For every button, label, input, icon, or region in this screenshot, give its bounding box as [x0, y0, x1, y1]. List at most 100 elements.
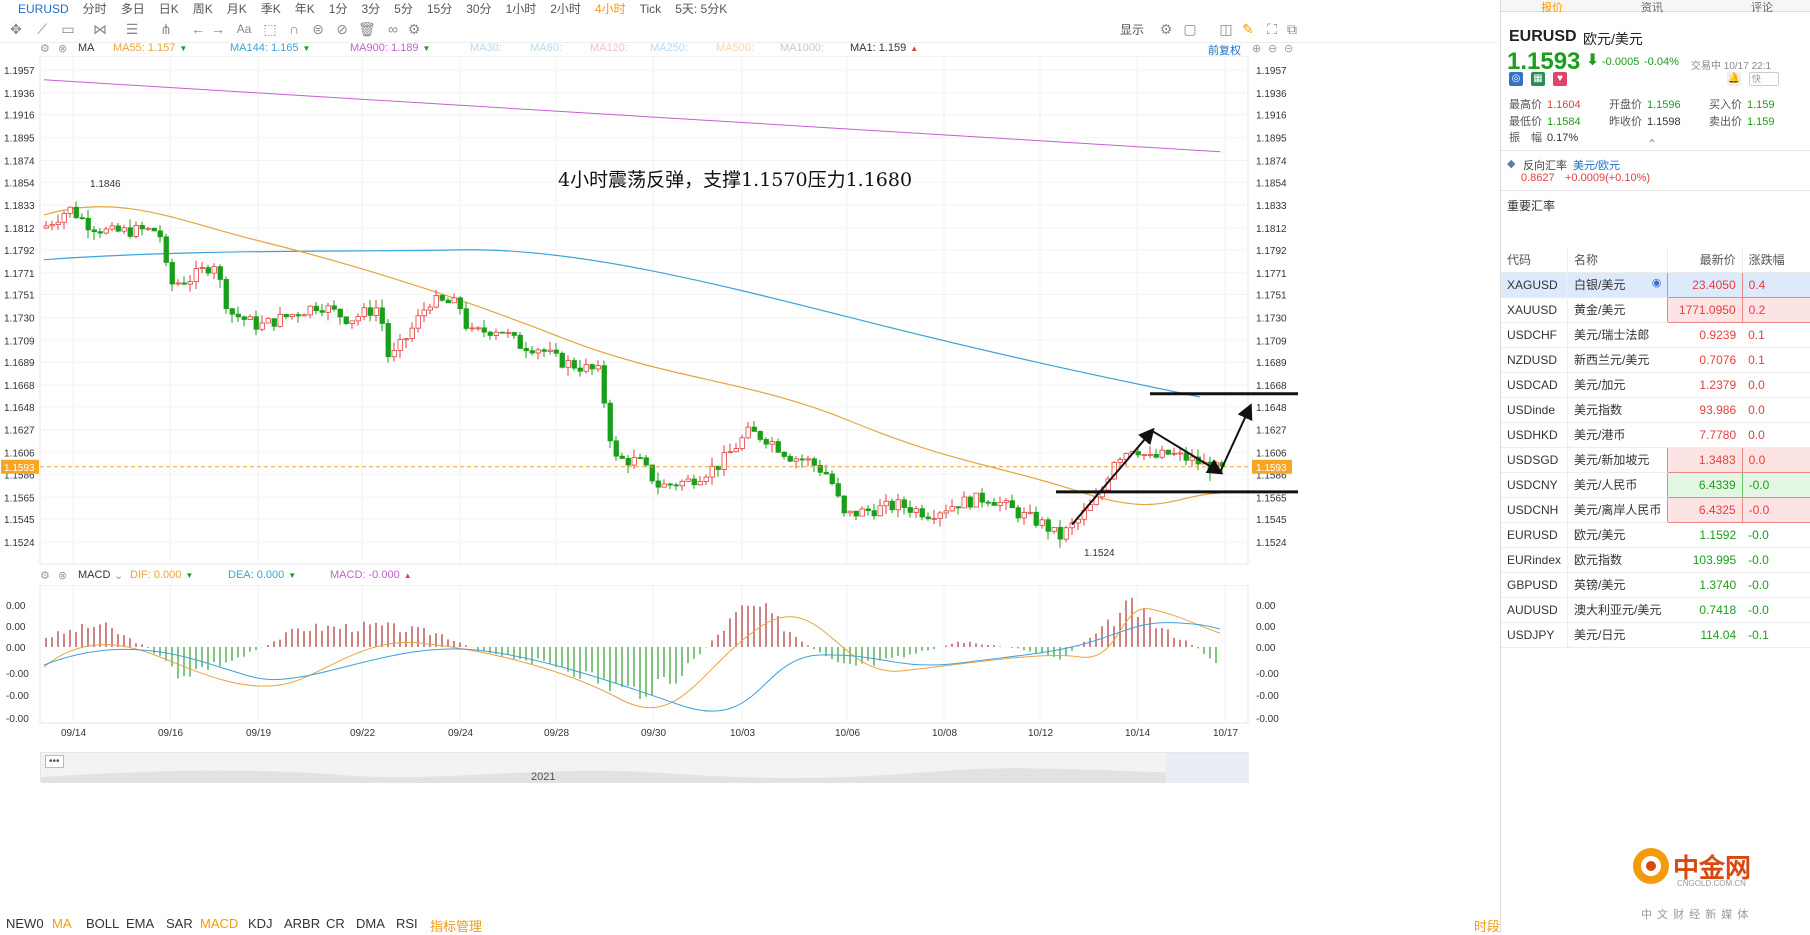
- pencil-icon[interactable]: ✎: [1242, 21, 1254, 37]
- table-row[interactable]: NZDUSD 新西兰元/美元 0.7076 0.1: [1501, 347, 1810, 373]
- indicator-tab-10[interactable]: RSI: [396, 916, 418, 931]
- settings-icon[interactable]: ⚙: [40, 570, 50, 582]
- header-change[interactable]: 涨跌幅: [1741, 248, 1810, 273]
- arrow-left-icon[interactable]: ←: [191, 21, 205, 37]
- indicator-tab-8[interactable]: CR: [326, 916, 345, 931]
- period-10[interactable]: 5分: [394, 2, 413, 14]
- tab-news[interactable]: 资讯: [1641, 2, 1663, 14]
- camera-icon[interactable]: ◫: [1219, 21, 1233, 37]
- text-icon[interactable]: Aa: [236, 22, 252, 36]
- trend-line-icon[interactable]: ⟋: [37, 21, 47, 37]
- indicator-tab-9[interactable]: DMA: [356, 916, 385, 931]
- header-code[interactable]: 代码: [1501, 248, 1568, 273]
- table-row[interactable]: XAGUSD 白银/美元 ◉ 23.4050 0.4: [1501, 271, 1810, 298]
- period-11[interactable]: 15分: [426, 2, 453, 14]
- zoom-out-icon[interactable]: ⊖: [1268, 43, 1278, 55]
- settings-icon[interactable]: ⚙: [40, 43, 50, 55]
- period-13[interactable]: 1小时: [505, 2, 537, 14]
- table-row[interactable]: XAUUSD 黄金/美元 1771.0950 0.2: [1501, 296, 1810, 323]
- collapse-chevron-icon[interactable]: ⌃: [1647, 137, 1658, 151]
- period-15[interactable]: 4小时: [594, 2, 626, 14]
- table-row[interactable]: EURindex 欧元指数 103.995 -0.0: [1501, 547, 1810, 573]
- adjust-link[interactable]: 前复权: [1208, 45, 1241, 57]
- chart-icon[interactable]: ▦: [1531, 72, 1545, 86]
- time-navigator[interactable]: ••• 2021: [40, 752, 1249, 783]
- period-6[interactable]: 季K: [260, 2, 281, 14]
- target-icon[interactable]: ◉: [1651, 277, 1662, 289]
- ma-value-8[interactable]: MA1000:: [780, 42, 824, 54]
- chevron-down-icon[interactable]: ⌄: [114, 570, 124, 582]
- session-button[interactable]: 时段: [1474, 919, 1501, 934]
- period-12[interactable]: 30分: [466, 2, 492, 14]
- indicator-tab-2[interactable]: BOLL: [86, 916, 120, 931]
- quick-trade-button[interactable]: 快: [1749, 72, 1779, 86]
- indicator-tab-5[interactable]: MACD: [200, 916, 239, 931]
- indicator-tab-3[interactable]: EMA: [126, 916, 155, 931]
- tab-comments[interactable]: 评论: [1751, 2, 1773, 14]
- indicator-tab-4[interactable]: SAR: [166, 916, 193, 931]
- macd-chart[interactable]: 0.00 0.00 0.00 0.00 0.00 0.00 -0.00 -0.00 -0.00 -…: [0, 585, 1298, 725]
- ma-value-1[interactable]: MA144: 1.165 ▼: [230, 42, 310, 54]
- lock-icon[interactable]: ⊜: [312, 21, 324, 37]
- period-0[interactable]: EURUSD: [18, 2, 69, 14]
- hide-icon[interactable]: ⊘: [336, 21, 348, 37]
- table-row[interactable]: USDCAD 美元/加元 1.2379 0.0: [1501, 372, 1810, 398]
- globe-icon[interactable]: ◎: [1509, 72, 1523, 86]
- close-icon[interactable]: ⊗: [58, 43, 68, 55]
- tab-quote[interactable]: 报价: [1541, 2, 1563, 14]
- popout-icon[interactable]: ⧉: [1287, 21, 1297, 37]
- period-3[interactable]: 日K: [158, 2, 179, 14]
- fib-icon[interactable]: ☰: [125, 21, 139, 37]
- magnet-icon[interactable]: ∩: [288, 21, 300, 37]
- more-icon[interactable]: •••: [45, 755, 64, 768]
- price-label-icon[interactable]: ⬚: [263, 21, 277, 37]
- table-row[interactable]: GBPUSD 英镑/美元 1.3740 -0.0: [1501, 572, 1810, 598]
- layout-icon[interactable]: ▢: [1183, 21, 1197, 37]
- table-row[interactable]: USDJPY 美元/日元 114.04 -0.1: [1501, 622, 1810, 648]
- pattern-icon[interactable]: ⋈: [93, 21, 107, 37]
- table-row[interactable]: USDCHF 美元/瑞士法郎 0.9239 0.1: [1501, 322, 1810, 348]
- indicator-tab-6[interactable]: KDJ: [248, 916, 273, 931]
- close-icon[interactable]: ⊗: [58, 570, 68, 582]
- table-row[interactable]: AUDUSD 澳大利亚元/美元 0.7418 -0.0: [1501, 597, 1810, 623]
- ma-value-2[interactable]: MA900: 1.189 ▼: [350, 42, 430, 54]
- indicator-tab-0[interactable]: NEW0: [6, 916, 44, 931]
- period-7[interactable]: 年K: [294, 2, 315, 14]
- heart-icon[interactable]: ♥: [1553, 72, 1567, 86]
- ma-value-9[interactable]: MA1: 1.159 ▲: [850, 42, 918, 54]
- reverse-pair-link[interactable]: 美元/欧元: [1573, 160, 1621, 172]
- period-17[interactable]: 5天: 5分K: [675, 2, 728, 14]
- macd-label[interactable]: MACD: [78, 569, 111, 581]
- pitchfork-icon[interactable]: ⋔: [160, 21, 172, 37]
- display-button[interactable]: 显示: [1120, 23, 1145, 37]
- zoom-in-icon[interactable]: ⊕: [1252, 43, 1262, 55]
- ma-value-6[interactable]: MA250:: [650, 42, 688, 54]
- ma-value-5[interactable]: MA120:: [590, 42, 628, 54]
- period-9[interactable]: 3分: [361, 2, 381, 14]
- ma-value-4[interactable]: MA60:: [530, 42, 562, 54]
- collapse-icon[interactable]: ⊝: [1284, 43, 1294, 55]
- period-8[interactable]: 1分: [328, 2, 348, 14]
- indicator-tab-11[interactable]: 指标管理: [430, 919, 483, 934]
- candlestick-chart[interactable]: 1.1957 1.1957 1.1936 1.1936 1.1916 1.1916 1.18…: [0, 56, 1298, 566]
- arrow-right-icon[interactable]: →: [211, 21, 225, 37]
- gear-icon[interactable]: ⚙: [1159, 21, 1173, 37]
- table-row[interactable]: USDCNY 美元/人民币 6.4339 -0.0: [1501, 471, 1810, 498]
- period-5[interactable]: 月K: [226, 2, 247, 14]
- period-1[interactable]: 分时: [82, 2, 107, 14]
- table-row[interactable]: USDCNH 美元/离岸人民币 6.4325 -0.0: [1501, 496, 1810, 523]
- delete-icon[interactable]: 🗑: [358, 21, 376, 37]
- table-row[interactable]: EURUSD 欧元/美元 1.1592 -0.0: [1501, 522, 1810, 548]
- fullscreen-icon[interactable]: ⛶: [1267, 21, 1277, 37]
- settings-icon[interactable]: ⚙: [407, 21, 421, 37]
- table-row[interactable]: USDinde 美元指数 93.986 0.0: [1501, 397, 1810, 423]
- period-2[interactable]: 多日: [120, 2, 145, 14]
- indicator-tab-7[interactable]: ARBR: [284, 916, 321, 931]
- crosshair-icon[interactable]: ✥: [10, 21, 22, 37]
- period-16[interactable]: Tick: [639, 2, 662, 14]
- indicator-tab-1[interactable]: MA: [52, 916, 72, 931]
- period-4[interactable]: 周K: [192, 2, 213, 14]
- table-row[interactable]: USDHKD 美元/港币 7.7780 0.0: [1501, 422, 1810, 448]
- ma-value-3[interactable]: MA30:: [470, 42, 502, 54]
- ma-value-7[interactable]: MA500:: [716, 42, 754, 54]
